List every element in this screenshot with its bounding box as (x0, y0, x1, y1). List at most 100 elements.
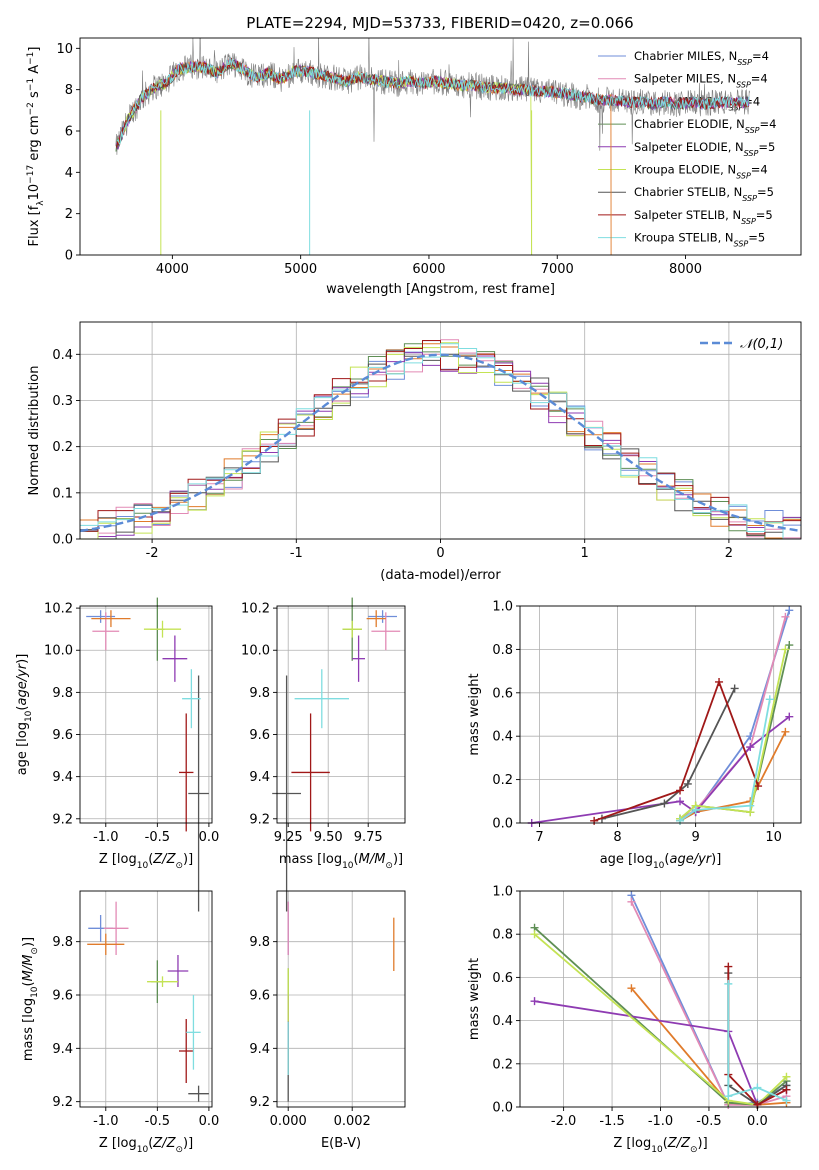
y-tick-label: 1.0 (492, 600, 513, 615)
x-tick-label: 2 (725, 546, 733, 561)
weight-marker (724, 1092, 733, 1101)
weight-marker (530, 997, 539, 1006)
weight-marker (785, 712, 794, 721)
axis-label: mass [log10(M/M⊙)] (21, 937, 40, 1061)
y-tick-label: 0.2 (492, 1057, 513, 1072)
x-tick-label: 0.0 (199, 1114, 220, 1129)
legend-label: Salpeter STELIB, NSSP=5 (634, 208, 773, 226)
y-tick-label: 0.3 (52, 394, 73, 409)
spectrum-lines (115, 38, 750, 255)
label-part: ( (148, 852, 153, 867)
legend-name: Chabrier MILES, N (634, 49, 737, 63)
histogram-series: 𝒩(0,1) (79, 337, 801, 540)
x-tick-label: 4000 (156, 262, 189, 277)
y-tick-label: 9.6 (52, 989, 73, 1004)
mass-vs-EBV-frame: 0.000 0.002 9.2 9.4 9.6 9.8 E(B-V) (249, 890, 406, 1151)
legend-sub: SSP (737, 58, 752, 67)
y-tick-label: 0.4 (52, 348, 73, 363)
label-part: A (27, 65, 42, 78)
y-tick-label: 0.8 (492, 643, 513, 658)
mass-weight-vs-age-series (527, 606, 794, 827)
label-part: Z [log (99, 1136, 137, 1151)
x-tick-label: 9.25 (274, 830, 303, 845)
label-part: )] (183, 1136, 193, 1151)
y-tick-label: 8 (65, 83, 73, 98)
weight-marker (627, 897, 636, 906)
mass-weight-vs-Z-series (530, 891, 791, 1109)
y-tick-label: 9.2 (52, 812, 73, 827)
x-tick-label: -1.0 (93, 830, 118, 845)
y-tick-label: 9.2 (52, 1095, 73, 1110)
plot-frame (519, 605, 802, 824)
label-part: 10 (137, 1145, 149, 1155)
weight-marker (676, 816, 685, 825)
model-spectrum-9 (116, 57, 750, 145)
label-part: λ (36, 200, 46, 206)
label-part: 10 (653, 861, 665, 871)
weight-marker (660, 799, 669, 808)
x-tick-label: 0.002 (334, 1114, 371, 1129)
y-axis-label: Flux [fλ10−17 erg cm−2 s−1 A−1] (26, 47, 46, 247)
mass-vs-Z-points (87, 901, 209, 1102)
legend-name: Chabrier STELIB, N (634, 185, 742, 199)
weight-marker (724, 962, 733, 971)
label-part: ( (664, 852, 669, 867)
y-tick-label: 9.8 (249, 686, 270, 701)
x-tick-label: -0.5 (145, 830, 170, 845)
legend-label: Chabrier MILES, NSSP=4 (634, 49, 769, 67)
label-part: )] (15, 654, 30, 664)
y-tick-label: 0.8 (492, 928, 513, 943)
x-tick-label: -2 (146, 546, 159, 561)
label-part: −1 (26, 52, 36, 65)
y-tick-label: 0.6 (492, 686, 513, 701)
y-tick-label: 9.8 (52, 935, 73, 950)
label-part: M/M (359, 852, 386, 867)
weight-marker (746, 801, 755, 810)
legend-name: Kroupa STELIB, N (634, 231, 734, 245)
x-tick-label: -0.5 (145, 1114, 170, 1129)
weight-marker (691, 805, 700, 814)
label-part: ⊙ (175, 1145, 183, 1155)
weight-marker (530, 930, 539, 939)
y-tick-label: 9.6 (52, 728, 73, 743)
label-part: 10 (24, 710, 34, 722)
y-tick-label: 10.0 (241, 644, 270, 659)
legend-count: =4 (752, 49, 769, 63)
label-part: ( (15, 706, 30, 711)
weight-marker (754, 782, 763, 791)
label-part: age/yr (669, 852, 712, 867)
weight-line-4 (533, 927, 788, 1106)
weight-marker (746, 743, 755, 752)
x-tick-label: -2.0 (551, 1114, 576, 1129)
label-part: 10 (342, 861, 354, 871)
legend-sub: SSP (742, 194, 757, 203)
y-tick-label: 9.4 (249, 770, 270, 785)
plot-frame (79, 890, 213, 1108)
legend-sub: SSP (736, 171, 751, 180)
legend-label: Salpeter MILES, NSSP=4 (634, 72, 768, 90)
label-part: 10 (137, 861, 149, 871)
label-part: age [log (15, 722, 30, 775)
weight-marker (676, 786, 685, 795)
label-part: ( (354, 852, 359, 867)
weight-marker (781, 645, 790, 654)
x-tick-label: 0.0 (747, 1114, 768, 1129)
label-part: mass [log (21, 998, 36, 1061)
x-tick-label: 0.0 (199, 830, 220, 845)
axis-label: age [log10(age/yr)] (15, 654, 34, 776)
axis-label: Z [log10(Z/Z⊙)] (99, 1136, 193, 1155)
legend-sub: SSP (736, 80, 751, 89)
weight-marker (683, 779, 692, 788)
x-tick-label: -1 (290, 546, 303, 561)
x-tick-label: 9 (691, 830, 699, 845)
mass-weight-vs-Z-frame: -2.0 -1.5 -1.0 -0.5 0.0 0.0 0.2 0.4 0.6 0.8 1.0 Z [… (467, 885, 802, 1155)
axis-label: wavelength [Angstrom, rest frame] (326, 282, 555, 297)
label-part: mass [log (279, 852, 342, 867)
weight-marker (782, 1096, 791, 1105)
axis-label: Normed distribution (27, 366, 42, 496)
legend-name: Kroupa ELODIE, N (634, 163, 736, 177)
y-tick-label: 0.0 (492, 1101, 513, 1116)
x-tick-label: -0.5 (696, 1114, 721, 1129)
histogram-9 (80, 343, 801, 540)
y-tick-label: 0.4 (492, 730, 513, 745)
